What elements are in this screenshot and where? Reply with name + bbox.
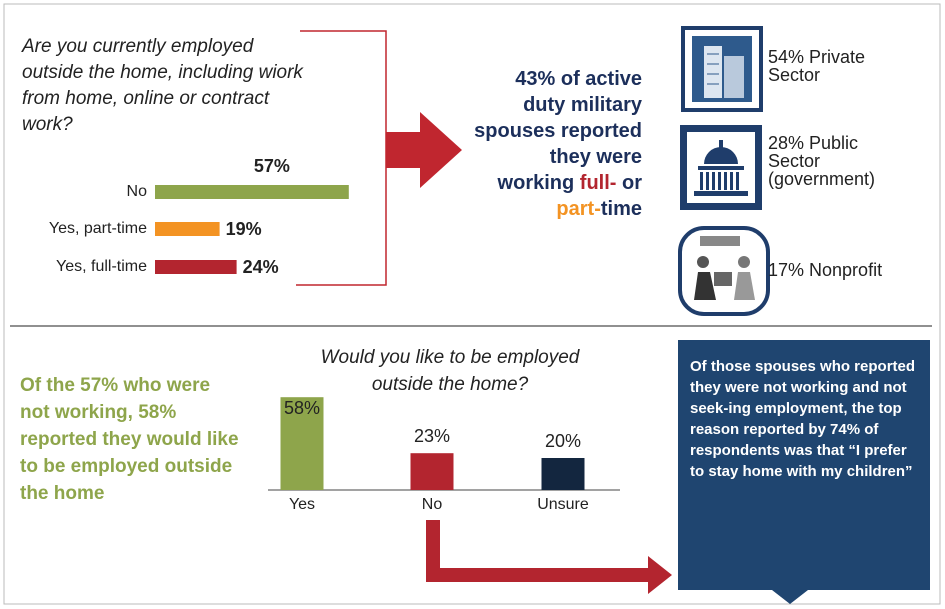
bar (155, 185, 349, 199)
value-label: 20% (545, 431, 581, 451)
sector-label: 17% Nonprofit (768, 261, 898, 279)
capitol-icon (680, 125, 762, 210)
chart-title: Are you currently employed outside the h… (22, 34, 312, 138)
page: No 57% Yes, part-time 19% Yes, full-time 24% 5… (0, 0, 945, 609)
bar (411, 453, 454, 490)
category-label: No (127, 183, 148, 200)
category-label: Yes, part-time (49, 220, 147, 237)
value-label: 23% (414, 426, 450, 446)
building-icon (683, 28, 761, 110)
category-label: Yes, full-time (56, 258, 147, 275)
value-label: 57% (254, 156, 290, 176)
category-label: No (422, 496, 443, 513)
category-label: Unsure (537, 496, 589, 513)
callout: Of those spouses who reported they were … (690, 356, 922, 482)
headline-text: 43% of active duty military spouses repo… (474, 68, 642, 194)
headline: 43% of active duty military spouses repo… (470, 66, 642, 222)
nonprofit-icon (680, 228, 768, 314)
bar (155, 222, 220, 236)
summary: Of the 57% who were not working, 58% rep… (20, 372, 242, 507)
bar (155, 260, 237, 274)
arrow (386, 112, 462, 188)
headline-or: or (622, 172, 642, 194)
value-label: 58% (284, 398, 320, 418)
headline-time: time (601, 198, 642, 220)
headline-full: full- (580, 172, 617, 194)
value-label: 19% (226, 219, 262, 239)
value-label: 24% (243, 257, 279, 277)
category-label: Yes (289, 496, 315, 513)
chart-title: Would you like to be employed outside th… (290, 344, 610, 398)
sector-label: 28% Public Sector (government) (768, 134, 898, 188)
sector-label: 54% Private Sector (768, 48, 898, 84)
headline-part: part- (556, 198, 600, 220)
bar (542, 458, 585, 490)
arrow (426, 520, 672, 594)
